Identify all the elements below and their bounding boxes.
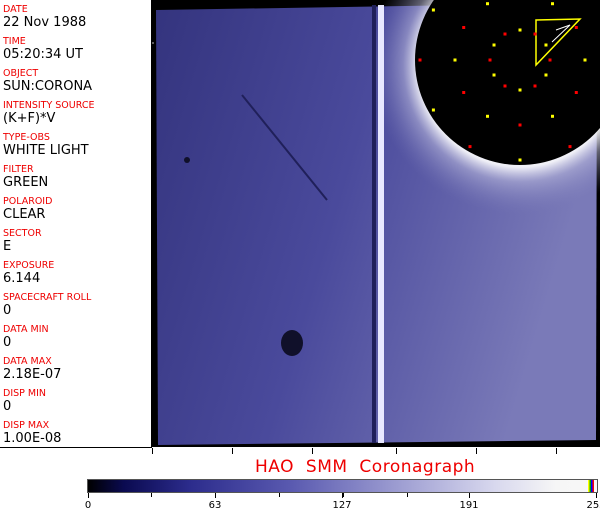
marker-dot bbox=[518, 28, 522, 32]
field-disp-max: DISP MAX 1.00E-08 bbox=[3, 420, 61, 446]
colorbar-minor-tick bbox=[279, 493, 280, 497]
marker-dot bbox=[544, 43, 548, 47]
marker-dot bbox=[518, 158, 522, 162]
field-data-max: DATA MAX 2.18E-07 bbox=[3, 356, 61, 382]
axis-tick bbox=[396, 448, 397, 454]
field-date: DATE 22 Nov 1988 bbox=[3, 4, 86, 30]
marker-dot bbox=[548, 58, 552, 62]
marker-dot bbox=[462, 26, 466, 29]
field-label: DISP MIN bbox=[3, 388, 47, 399]
marker-dot bbox=[492, 73, 496, 77]
field-label: TYPE-OBS bbox=[3, 132, 50, 143]
marker-dot bbox=[518, 88, 522, 92]
marker-dot bbox=[568, 145, 572, 149]
colorbar-minor-tick bbox=[151, 493, 152, 497]
field-exposure: EXPOSURE 6.144 bbox=[3, 260, 54, 286]
marker-dot bbox=[574, 91, 578, 94]
field-label: DATA MAX bbox=[3, 356, 52, 367]
marker-dot bbox=[462, 91, 466, 94]
colorbar-minor-tick bbox=[215, 493, 216, 497]
dark-spot bbox=[281, 330, 303, 356]
axis-tick bbox=[476, 448, 477, 454]
field-label: POLAROID bbox=[3, 196, 53, 207]
colorbar-tick bbox=[596, 493, 597, 498]
marker-dot bbox=[468, 145, 472, 149]
coronagraph-image bbox=[152, 0, 600, 447]
marker-dot bbox=[503, 32, 507, 36]
field-intensity-source: INTENSITY SOURCE (K+F)*V bbox=[3, 100, 95, 126]
colorbar-tick-label: 63 bbox=[208, 500, 222, 511]
field-label: EXPOSURE bbox=[3, 260, 55, 271]
bright-streak bbox=[378, 5, 384, 443]
marker-dot bbox=[431, 8, 435, 12]
field-label: INTENSITY SOURCE bbox=[3, 100, 95, 111]
field-value: CLEAR bbox=[3, 207, 46, 222]
field-value: WHITE LIGHT bbox=[3, 143, 89, 158]
field-value: 0 bbox=[3, 335, 12, 350]
colorbar-minor-tick bbox=[407, 493, 408, 497]
field-data-min: DATA MIN 0 bbox=[3, 324, 49, 350]
field-value: (K+F)*V bbox=[3, 111, 56, 126]
marker-dot bbox=[583, 58, 587, 62]
field-label: OBJECT bbox=[3, 68, 39, 79]
field-value: 05:20:34 UT bbox=[3, 47, 83, 62]
axis-tick bbox=[152, 448, 153, 454]
marker-dot bbox=[533, 84, 537, 88]
colorbar-tick-label: 255 bbox=[586, 500, 600, 511]
field-sector: SECTOR E bbox=[3, 228, 42, 254]
marker-dot bbox=[503, 84, 507, 88]
axis-tick bbox=[312, 448, 313, 454]
field-filter: FILTER GREEN bbox=[3, 164, 48, 190]
colorbar-tick-label: 127 bbox=[332, 500, 352, 511]
header-info-panel: DATE 22 Nov 1988 TIME 05:20:34 UT OBJECT SUN:… bbox=[0, 0, 152, 448]
field-type-obs: TYPE-OBS WHITE LIGHT bbox=[3, 132, 89, 158]
field-label: DATE bbox=[3, 4, 28, 15]
field-value: 1.00E-08 bbox=[3, 431, 62, 446]
field-value: 22 Nov 1988 bbox=[3, 15, 87, 30]
colorbar-tick bbox=[469, 493, 470, 498]
field-disp-min: DISP MIN 0 bbox=[3, 388, 46, 414]
marker-dot bbox=[544, 73, 548, 77]
instrument-title: HAO SMM Coronagraph bbox=[255, 457, 476, 477]
field-value: 0 bbox=[3, 303, 12, 318]
field-label: FILTER bbox=[3, 164, 34, 175]
field-label: SPACECRAFT ROLL bbox=[3, 292, 92, 303]
colorbar-tick bbox=[88, 493, 89, 498]
field-value: GREEN bbox=[3, 175, 49, 190]
colorbar-tick-label: 0 bbox=[84, 500, 92, 511]
marker-dot bbox=[486, 2, 489, 6]
colorbar-tick bbox=[342, 493, 343, 498]
field-spacecraft-roll: SPACECRAFT ROLL 0 bbox=[3, 292, 91, 318]
marker-dot bbox=[431, 108, 435, 112]
marker-dot bbox=[551, 114, 554, 118]
field-value: 2.18E-07 bbox=[3, 367, 62, 382]
field-value: 0 bbox=[3, 399, 12, 414]
field-polaroid: POLAROID CLEAR bbox=[3, 196, 52, 222]
axis-tick bbox=[556, 448, 557, 454]
axis-tick bbox=[232, 448, 233, 454]
marker-dot bbox=[418, 58, 422, 62]
marker-dot bbox=[488, 58, 492, 62]
marker-dot bbox=[486, 114, 489, 118]
field-value: E bbox=[3, 239, 12, 254]
field-label: SECTOR bbox=[3, 228, 42, 239]
field-label: DISP MAX bbox=[3, 420, 50, 431]
colorbar bbox=[87, 479, 598, 493]
occulter bbox=[415, 0, 600, 165]
field-label: DATA MIN bbox=[3, 324, 49, 335]
field-time: TIME 05:20:34 UT bbox=[3, 36, 83, 62]
marker-dot bbox=[574, 26, 578, 29]
field-object: OBJECT SUN:CORONA bbox=[3, 68, 92, 94]
marker-dot bbox=[533, 32, 537, 36]
colorbar-tick-label: 191 bbox=[459, 500, 479, 511]
marker-dot bbox=[453, 58, 457, 62]
field-value: 6.144 bbox=[3, 271, 41, 286]
marker-dot bbox=[551, 2, 554, 6]
marker-dot bbox=[518, 123, 522, 127]
field-value: SUN:CORONA bbox=[3, 79, 93, 94]
field-label: TIME bbox=[3, 36, 26, 47]
marker-dot bbox=[492, 43, 496, 47]
colorbar-overlay-colors bbox=[588, 480, 594, 492]
colorbar-minor-tick bbox=[343, 493, 344, 497]
